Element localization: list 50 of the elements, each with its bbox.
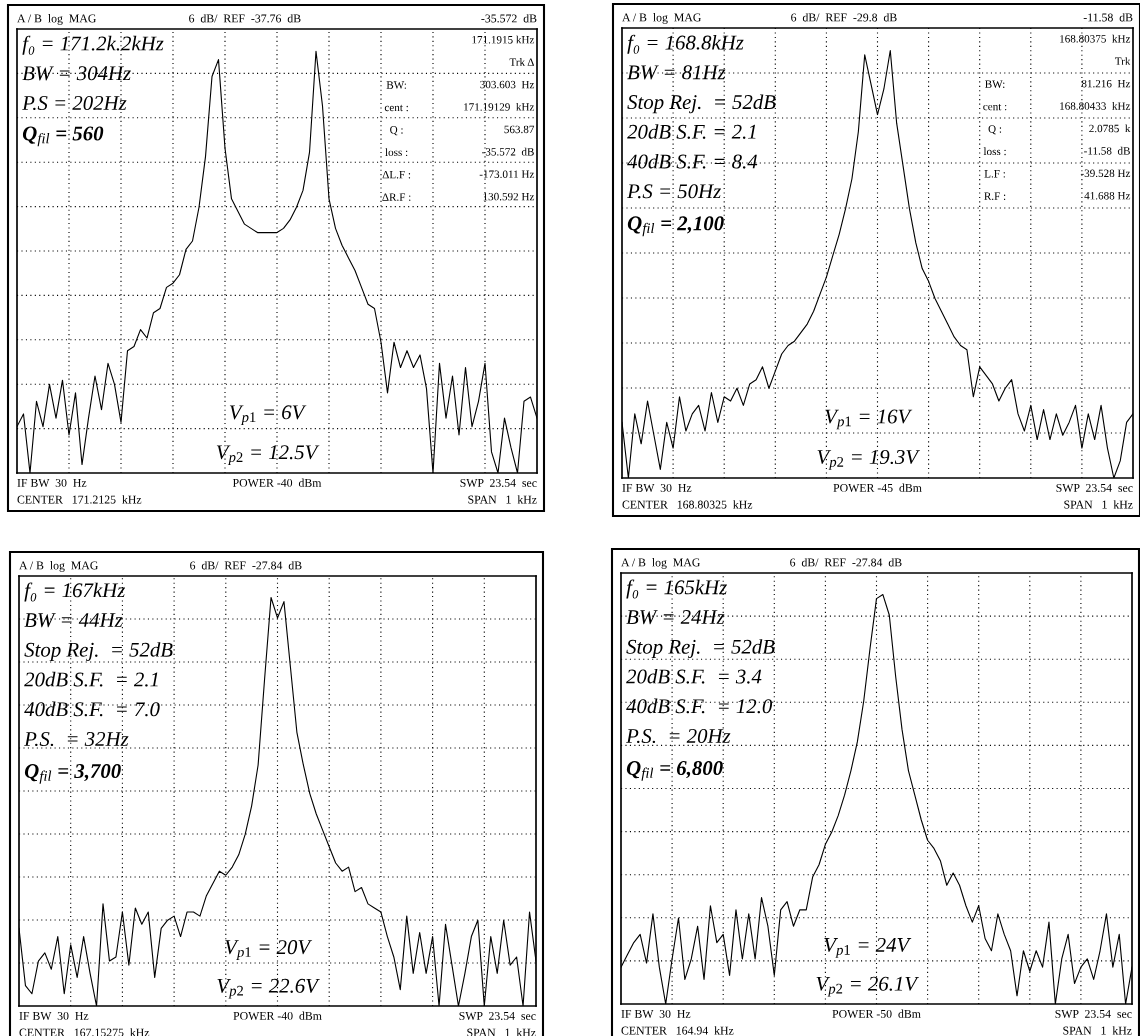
annotation: f₀ = 167kHz BW = 44Hz Stop Rej. = 52dB 20dB S.F. = 2.1 40dB S.F. = 7.0 P.S. = 32Hz — [24, 582, 173, 747]
chart-subtitle: 6 dB/ REF -29.8 dB — [791, 13, 897, 22]
annotation: f₀ = 165kHz BW = 24Hz Stop Rej. = 52dB 20dB S.F. = 3.4 40dB S.F. = 12.0 P.S. = 20Hz — [626, 579, 775, 744]
chart-subtitle: 6 dB/ REF -37.76 dB — [189, 14, 301, 23]
annotation: Q$_{fil}$ = 6,800 — [626, 761, 723, 781]
chart-title: A / B log MAG — [19, 561, 98, 572]
annotation: V$_{p2}$ = 12.5V — [216, 445, 320, 466]
annotation: V$_{p1}$ = 16V — [825, 409, 913, 430]
chart-title: A / B log MAG — [17, 14, 96, 25]
text: CENTER 164.94 kHz — [621, 1026, 734, 1035]
text: POWER -40 dBm — [232, 478, 322, 487]
chart-subtitle: 6 dB/ REF -27.84 dB — [790, 558, 902, 567]
text: IF BW 30 Hz — [17, 478, 87, 487]
text: CENTER 167.15275 kHz — [19, 1028, 150, 1036]
text: SPAN 1 kHz — [1063, 1026, 1132, 1035]
chart-subtitle: 6 dB/ REF -27.84 dB — [190, 561, 302, 570]
text: SPAN 1 kHz — [467, 1028, 536, 1036]
text: CENTER 171.2125 kHz — [17, 495, 142, 504]
annotation: f₀ = 168.8kHz BW = 81Hz Stop Rej. = 52dB 20dB S.F. = 2.1 40dB S.F. = 8.4 P.S = 50Hz — [627, 34, 776, 199]
text: BW: cent : Q : loss : ΔL.F : ΔR.F : — [382, 81, 411, 201]
annotation: V$_{p1}$ = 6V — [229, 405, 307, 426]
text: CENTER 168.80325 kHz — [622, 500, 753, 509]
text: -11.58 dB — [1083, 13, 1133, 22]
annotation: Q$_{fil}$ = 3,700 — [24, 764, 121, 784]
annotation: V$_{p2}$ = 22.6V — [217, 978, 320, 999]
text: POWER -50 dBm — [832, 1009, 921, 1018]
annotation: V$_{p1}$ = 20V — [225, 940, 313, 960]
chart-title: A / B log MAG — [622, 13, 701, 24]
chart-title: A / B log MAG — [621, 558, 700, 569]
annotation: Q$_{fil}$ = 560 — [22, 126, 104, 147]
text: 168.80375 kHz Trk 81.216 Hz 168.80433 kHz 2.0785 k -11.58 dB -39.528 Hz 41.688 Hz — [1060, 34, 1131, 200]
text: 171.1915 kHz Trk Δ 303.603 Hz 171.19129 kHz 563.87 -35.572 dB -173.011 Hz 130.592 Hz — [464, 35, 535, 201]
text: IF BW 30 Hz — [621, 1009, 691, 1018]
text: SWP 23.54 sec — [1055, 1009, 1132, 1018]
text: -35.572 dB — [481, 14, 537, 23]
text: SWP 23.54 sec — [1056, 483, 1133, 492]
text: SPAN 1 kHz — [468, 495, 537, 504]
text: POWER -40 dBm — [233, 1011, 322, 1020]
text: POWER -45 dBm — [833, 483, 922, 492]
annotation: Q$_{fil}$ = 2,100 — [627, 216, 724, 237]
text: SWP 23.54 sec — [460, 478, 537, 487]
text: IF BW 30 Hz — [19, 1011, 89, 1020]
annotation: V$_{p2}$ = 19.3V — [817, 450, 921, 470]
annotation: V$_{p1}$ = 24V — [824, 937, 912, 958]
annotation: f₀ = 171.2k.2kHz BW = 304Hz P.S = 202Hz — [22, 35, 164, 111]
text: SPAN 1 kHz — [1064, 500, 1133, 509]
text: SWP 23.54 sec — [459, 1011, 536, 1020]
annotation: V$_{p2}$ = 26.1V — [816, 976, 920, 997]
text: BW: cent : Q : loss : L.F : R.F : — [983, 80, 1007, 200]
text: IF BW 30 Hz — [622, 483, 692, 492]
